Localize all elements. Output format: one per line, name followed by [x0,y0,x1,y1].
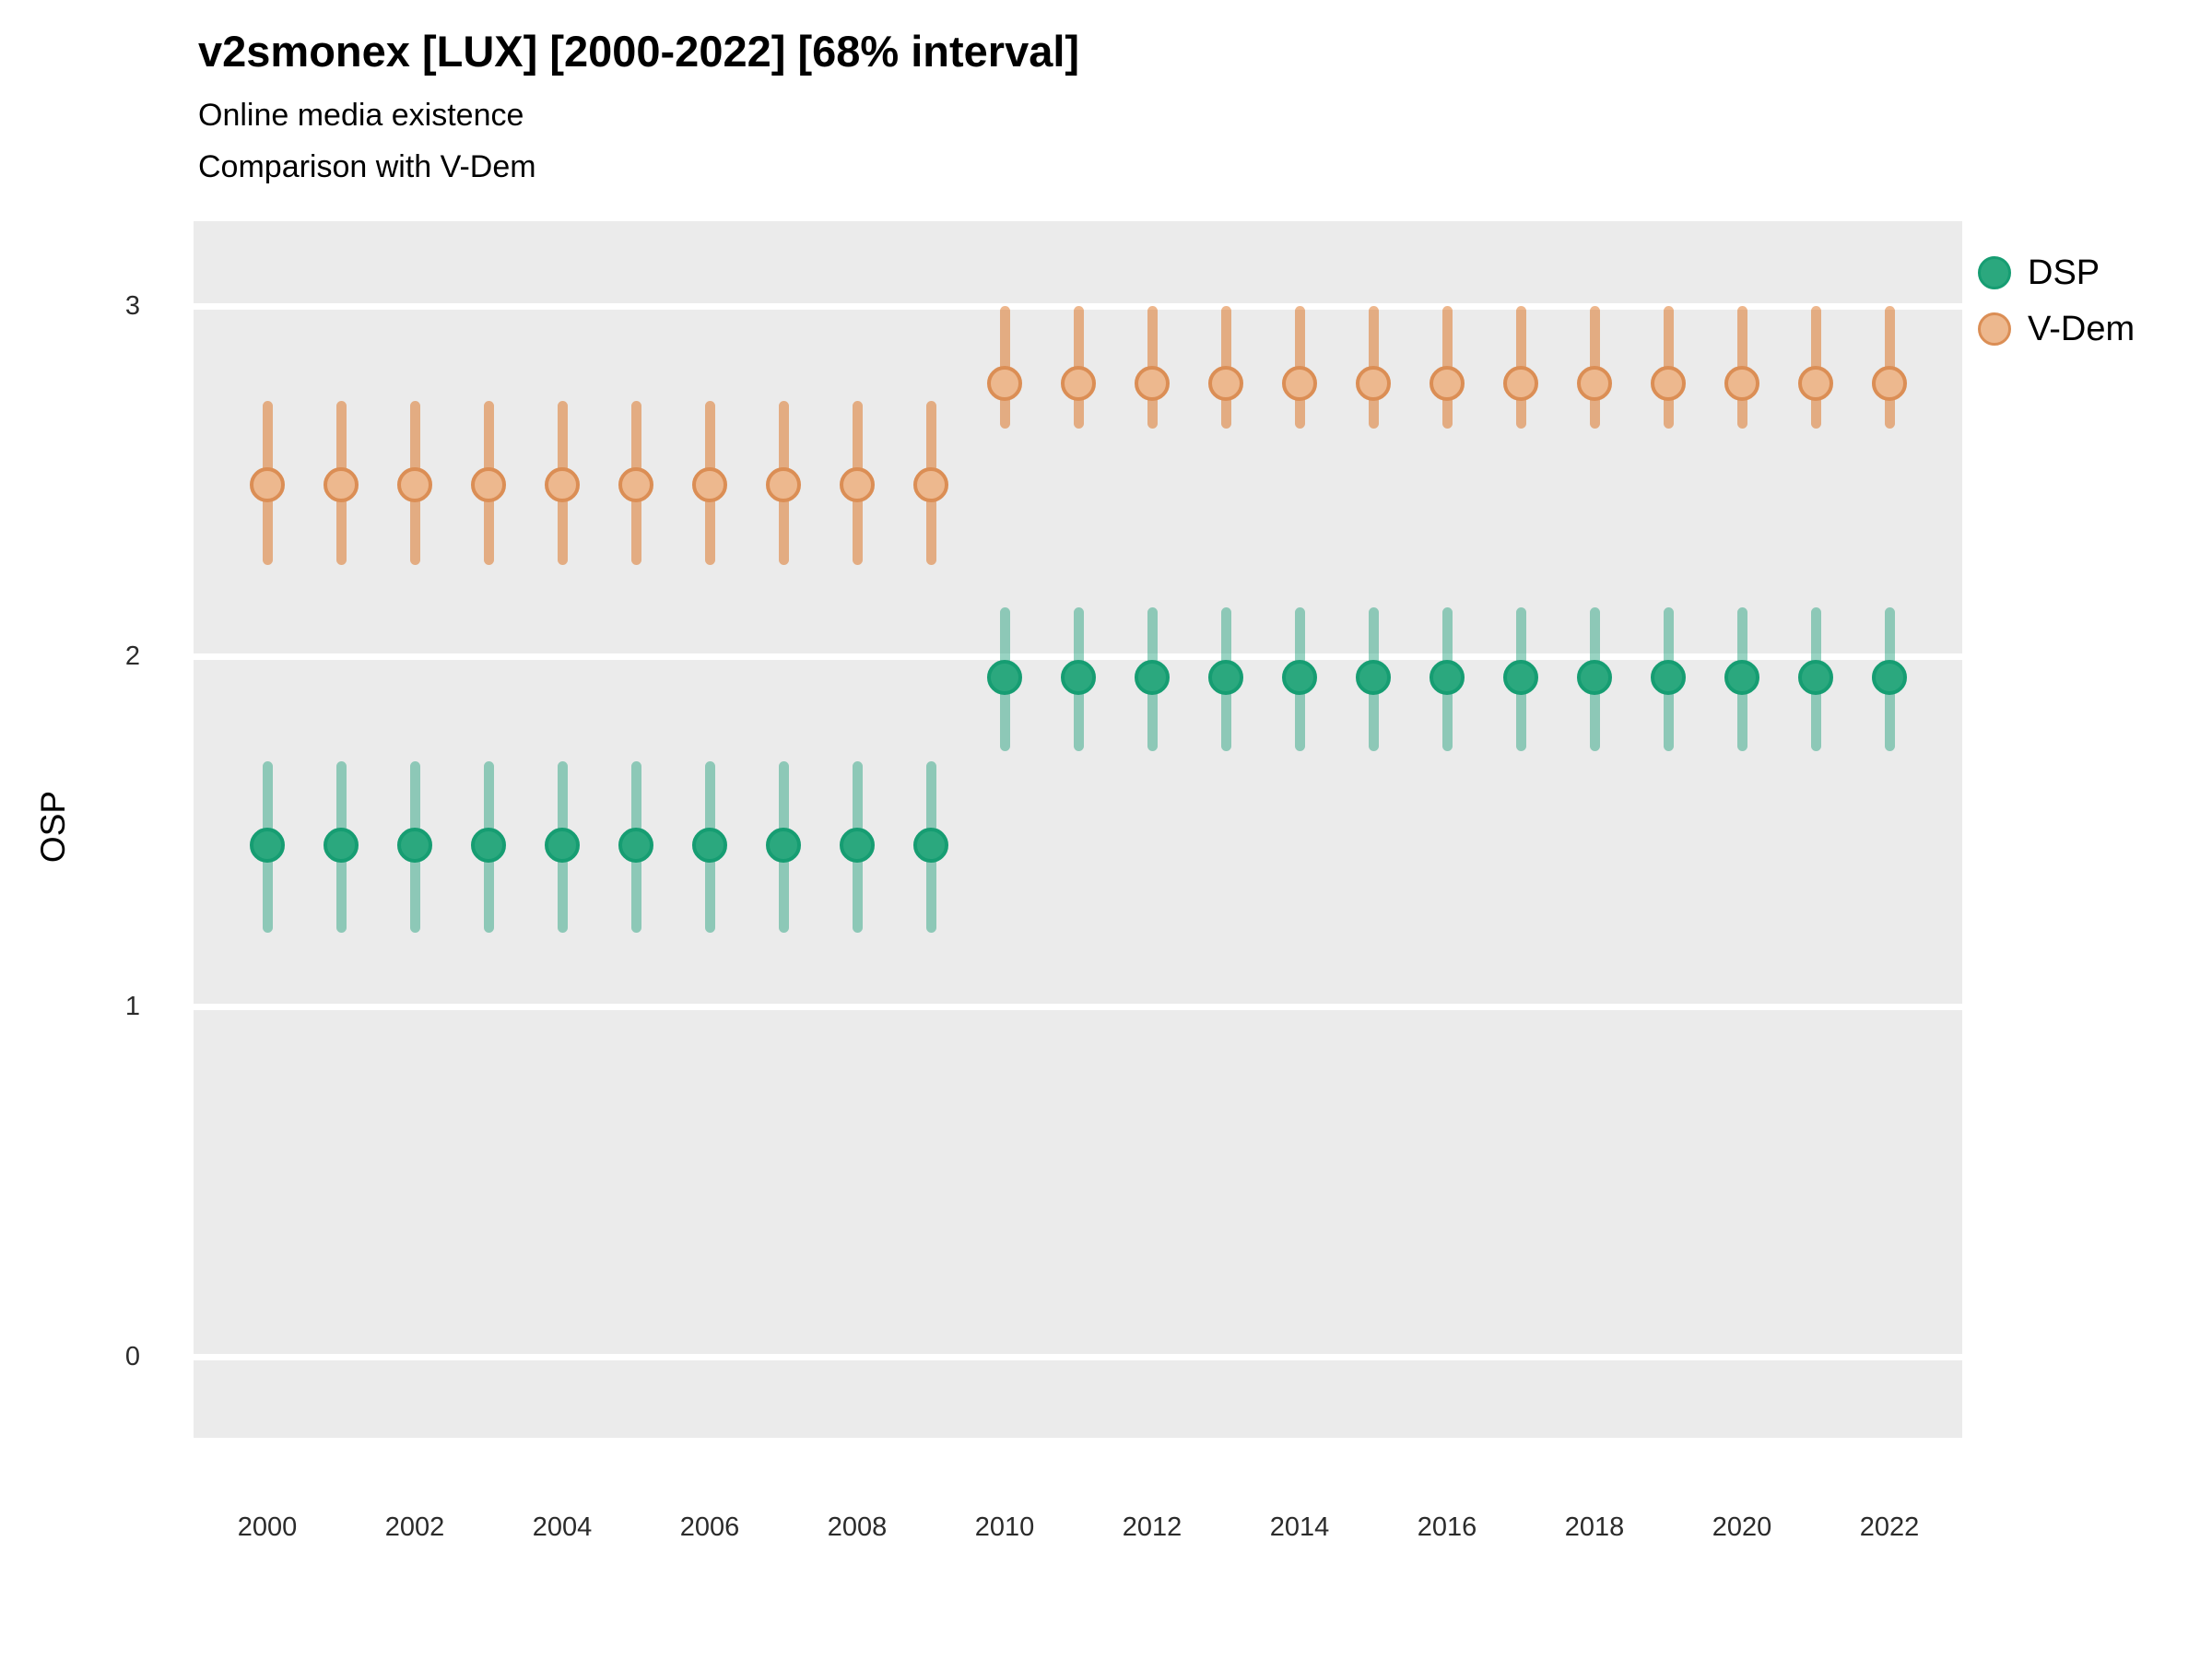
chart-subtitle-line2: Comparison with V-Dem [198,149,536,184]
chart-subtitle-line1: Online media existence [198,98,524,133]
x-tick-label: 2022 [1859,1512,1920,1542]
dsp-point [1356,659,1391,695]
dsp-point [545,828,580,864]
x-tick-label: 2012 [1122,1512,1182,1542]
dsp-point [397,828,432,864]
vdem-point [1798,365,1833,401]
legend-item-dsp: DSP [1978,253,2135,293]
vdem-point [1356,365,1391,401]
dsp-point [1577,659,1612,695]
vdem-point [1503,365,1538,401]
dsp-legend-dot-icon [1978,256,2011,289]
vdem-point [1724,365,1759,401]
dsp-point [1872,659,1907,695]
dsp-point [1430,659,1465,695]
y-tick-label: 2 [124,641,140,671]
vdem-point [692,466,727,502]
vdem-point [397,466,432,502]
dsp-point [1061,659,1096,695]
dsp-point [1503,659,1538,695]
vdem-point [471,466,506,502]
dsp-point [987,659,1022,695]
h-gridline [194,302,1962,310]
dsp-point [913,828,948,864]
h-gridline [194,653,1962,660]
vdem-point [913,466,948,502]
vdem-point [324,466,359,502]
dsp-point [324,828,359,864]
vdem-point [1208,365,1243,401]
vdem-legend-dot-icon [1978,312,2011,346]
vdem-point [766,466,801,502]
y-axis-title: OSP [34,790,72,864]
legend-label-dsp: DSP [2028,253,2100,292]
y-tick-label: 0 [124,1342,140,1371]
vdem-point [987,365,1022,401]
dsp-point [766,828,801,864]
x-tick-label: 2018 [1564,1512,1625,1542]
vdem-point [840,466,875,502]
legend: DSP V-Dem [1978,253,2135,365]
dsp-point [1208,659,1243,695]
plot-panel [194,221,1962,1438]
dsp-point [1651,659,1686,695]
x-tick-label: 2016 [1417,1512,1477,1542]
vdem-point [1282,365,1317,401]
h-gridline [194,1353,1962,1360]
legend-item-vdem: V-Dem [1978,309,2135,349]
dsp-point [618,828,653,864]
vdem-point [1872,365,1907,401]
dsp-point [1798,659,1833,695]
y-tick-label: 3 [124,291,140,321]
h-gridline [194,1003,1962,1010]
x-tick-label: 2008 [827,1512,888,1542]
x-tick-label: 2014 [1269,1512,1330,1542]
x-tick-label: 2006 [679,1512,740,1542]
x-tick-label: 2010 [974,1512,1035,1542]
chart-title: v2smonex [LUX] [2000-2022] [68% interval… [198,27,1080,76]
dsp-point [840,828,875,864]
dsp-point [250,828,285,864]
x-tick-label: 2020 [1712,1512,1772,1542]
vdem-point [618,466,653,502]
dsp-point [692,828,727,864]
vdem-point [1430,365,1465,401]
dsp-point [1282,659,1317,695]
vdem-point [545,466,580,502]
vdem-point [1651,365,1686,401]
dsp-point [1135,659,1170,695]
y-tick-label: 1 [124,992,140,1021]
x-tick-label: 2002 [384,1512,445,1542]
dsp-point [471,828,506,864]
vdem-point [1577,365,1612,401]
vdem-point [1135,365,1170,401]
dsp-point [1724,659,1759,695]
x-tick-label: 2004 [532,1512,593,1542]
vdem-point [1061,365,1096,401]
legend-label-vdem: V-Dem [2028,309,2136,348]
x-tick-label: 2000 [237,1512,298,1542]
vdem-point [250,466,285,502]
